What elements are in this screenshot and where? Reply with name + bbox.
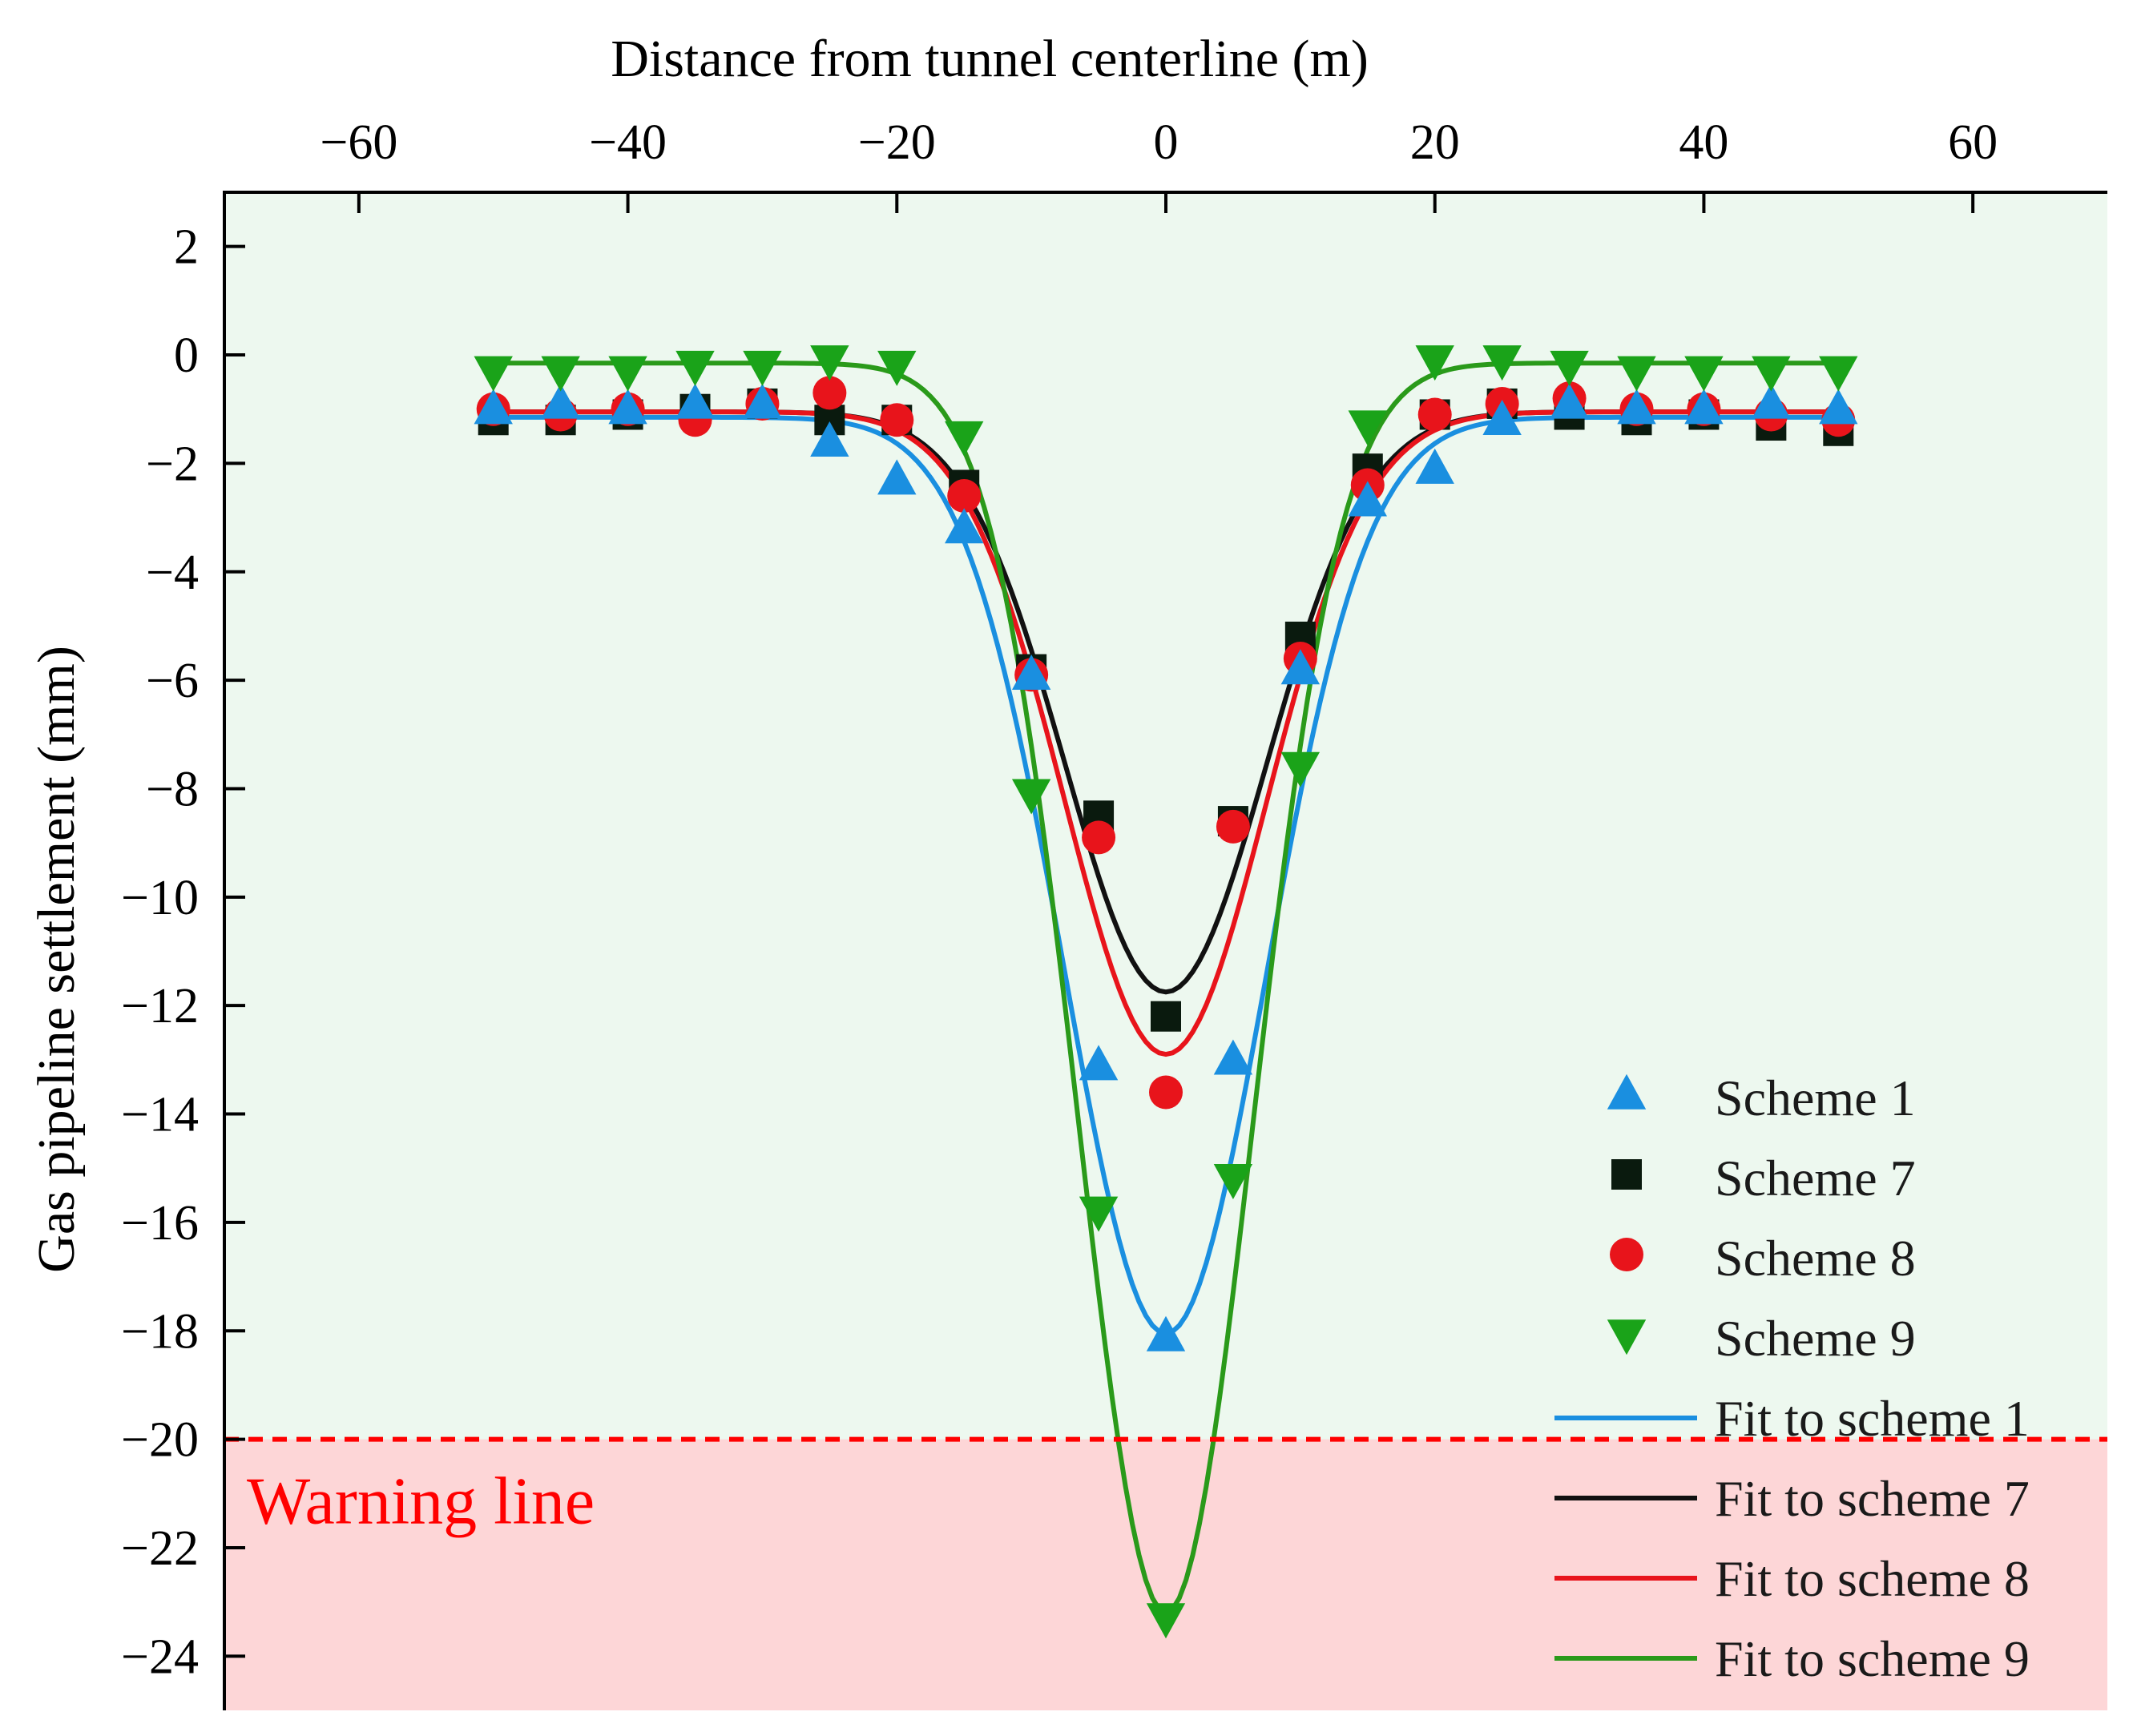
data-point — [1213, 1039, 1253, 1075]
legend-marker — [1607, 1319, 1647, 1355]
warning-zone-background — [224, 1439, 2107, 1710]
legend-label: Fit to scheme 9 — [1715, 1630, 2030, 1687]
warning-line-label: Warning line — [247, 1464, 595, 1539]
data-point — [1482, 345, 1522, 381]
data-point — [675, 350, 715, 386]
legend-label: Fit to scheme 1 — [1715, 1390, 2030, 1447]
y-tick-label: 0 — [174, 328, 199, 383]
legend-label: Scheme 9 — [1715, 1310, 1916, 1367]
legend: Scheme 1 Scheme 7 Scheme 8 Scheme 9 Fit to s… — [1554, 1069, 2030, 1687]
data-point — [877, 350, 917, 386]
y-tick-label: −6 — [146, 654, 199, 708]
y-tick-label: 2 — [174, 220, 199, 275]
data-point — [1684, 356, 1724, 392]
y-tick-label: −8 — [146, 762, 199, 816]
data-point — [947, 479, 982, 513]
x-tick-label: 40 — [1679, 115, 1728, 170]
data-point — [1280, 649, 1321, 685]
data-point — [1752, 356, 1791, 392]
data-point — [810, 345, 849, 381]
legend-marker — [1607, 1073, 1647, 1110]
y-tick-label: −24 — [121, 1629, 199, 1684]
y-tick-label: −14 — [121, 1088, 199, 1142]
safe-zone-background — [224, 192, 2107, 1440]
data-point — [945, 421, 984, 457]
data-point — [1415, 448, 1454, 484]
y-tick-label: −4 — [146, 546, 199, 600]
data-point — [1280, 751, 1321, 787]
legend-label: Scheme 8 — [1715, 1230, 1916, 1287]
y-tick-label: −22 — [121, 1521, 199, 1576]
data-point — [1348, 410, 1387, 446]
x-tick-label: 0 — [1154, 115, 1179, 170]
data-point — [743, 383, 782, 419]
data-point — [1482, 399, 1522, 435]
data-point — [1348, 481, 1387, 517]
y-axis-title: Gas pipeline settlement (mm) — [27, 646, 86, 1273]
x-tick-label: 60 — [1948, 115, 1998, 170]
data-point — [1011, 779, 1051, 815]
data-point — [1684, 389, 1724, 425]
data-point — [474, 356, 513, 392]
data-point — [945, 508, 984, 544]
data-point — [1417, 397, 1452, 432]
data-markers — [474, 345, 1858, 1639]
data-point — [541, 383, 580, 419]
data-point — [880, 403, 914, 437]
data-point — [1079, 1045, 1119, 1081]
data-point — [810, 421, 849, 457]
data-point — [1146, 1603, 1186, 1639]
data-point — [675, 383, 715, 419]
x-tick-label: −40 — [589, 115, 667, 170]
legend-label: Scheme 7 — [1715, 1150, 1916, 1206]
data-point — [1079, 1196, 1119, 1232]
data-point — [1617, 389, 1656, 425]
data-point — [608, 389, 647, 425]
data-point — [812, 376, 847, 410]
y-tick-label: −16 — [121, 1196, 199, 1251]
x-tick-label: −20 — [858, 115, 936, 170]
data-point — [1550, 350, 1589, 386]
legend-marker — [1610, 1238, 1643, 1271]
y-tick-label: −18 — [121, 1304, 199, 1359]
data-point — [1216, 809, 1250, 844]
data-point — [1752, 383, 1791, 419]
data-point — [877, 459, 917, 495]
y-tick-label: −10 — [121, 871, 199, 925]
legend-label: Fit to scheme 8 — [1715, 1550, 2030, 1607]
legend-label: Scheme 1 — [1715, 1069, 1916, 1126]
data-point — [1819, 389, 1858, 425]
data-point — [1213, 1164, 1253, 1200]
data-point — [1082, 820, 1116, 855]
legend-marker — [1611, 1159, 1642, 1190]
data-point — [608, 356, 647, 392]
legend-label: Fit to scheme 7 — [1715, 1470, 2030, 1527]
y-axis-ticks: 2 0 −2 −4 −6 −8 −10 −12 −14 −16 −18 −20 −22 −24 — [121, 220, 245, 1684]
x-tick-label: −60 — [320, 115, 397, 170]
data-point — [1819, 356, 1858, 392]
data-point — [1151, 1001, 1181, 1032]
x-tick-label: 20 — [1410, 115, 1460, 170]
data-point — [1550, 383, 1589, 419]
data-point — [541, 356, 580, 392]
data-point — [474, 389, 513, 425]
data-point — [1149, 1075, 1183, 1110]
y-tick-label: −12 — [121, 979, 199, 1033]
y-tick-label: −20 — [121, 1413, 199, 1468]
data-point — [743, 350, 782, 386]
y-tick-label: −2 — [146, 437, 199, 491]
data-point — [1617, 356, 1656, 392]
x-axis-ticks: −60 −40 −20 0 20 40 60 — [320, 115, 1998, 213]
data-point — [1415, 345, 1454, 381]
data-point — [1011, 655, 1051, 691]
x-axis-title: Distance from tunnel centerline (m) — [611, 30, 1369, 88]
fit-line — [493, 409, 1839, 1057]
data-point — [1146, 1315, 1186, 1351]
